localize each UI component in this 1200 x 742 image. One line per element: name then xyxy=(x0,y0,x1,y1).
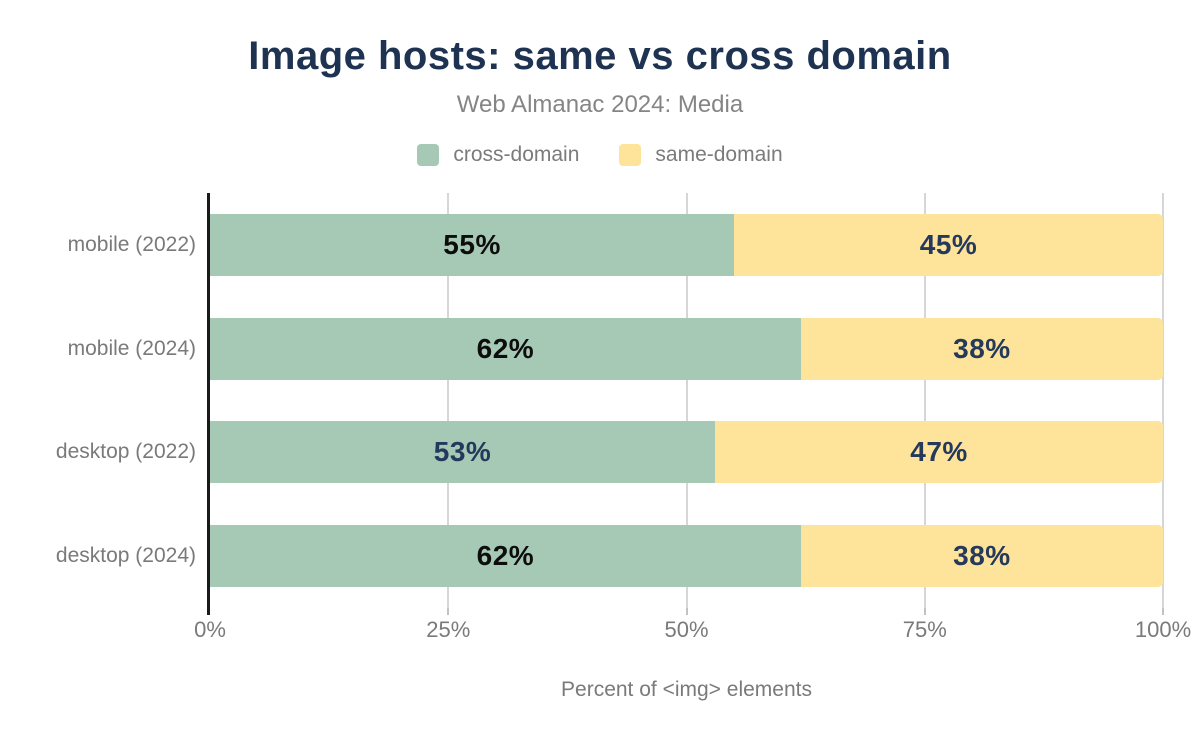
bar-segment-same-domain: 38% xyxy=(800,317,1163,380)
tick-label-25: 25% xyxy=(426,617,471,642)
tick-mark-100 xyxy=(1162,608,1164,615)
gridline-50 xyxy=(685,193,688,608)
legend: cross-domain same-domain xyxy=(0,143,1200,167)
category-label: mobile (2022) xyxy=(67,232,196,256)
legend-label-same-domain: same-domain xyxy=(655,143,783,166)
bar-segment-same-domain: 45% xyxy=(734,213,1163,276)
bar-row: 62% 38% xyxy=(210,297,1163,401)
gridline-100 xyxy=(1162,193,1164,608)
bar-segment-cross-domain: 53% xyxy=(210,421,716,484)
tick-label-100: 100% xyxy=(1134,617,1192,642)
bar-value-label: 53% xyxy=(433,436,492,468)
bar-row: 53% 47% xyxy=(210,401,1163,505)
bar-value-label: 47% xyxy=(910,436,968,468)
bar-segment-same-domain: 47% xyxy=(715,421,1163,484)
legend-item-same-domain: same-domain xyxy=(619,143,783,167)
bar-value-label: 62% xyxy=(476,332,535,364)
bar-rows: 55% 45% 62% 38% 53% 47% 62% 38% xyxy=(210,193,1163,608)
bar-segment-same-domain: 38% xyxy=(800,525,1163,588)
stacked-bar: 53% 47% xyxy=(210,421,1163,484)
tick-mark-50 xyxy=(685,608,688,615)
legend-swatch-same-domain xyxy=(619,144,642,166)
bar-segment-cross-domain: 55% xyxy=(210,213,735,276)
legend-swatch-cross-domain xyxy=(417,144,440,166)
bar-value-label: 45% xyxy=(919,228,978,260)
gridline-75 xyxy=(923,193,926,608)
stacked-bar: 62% 38% xyxy=(210,317,1163,380)
chart-subtitle: Web Almanac 2024: Media xyxy=(456,91,744,118)
bar-value-label: 38% xyxy=(953,332,1011,364)
category-label: desktop (2024) xyxy=(55,544,196,568)
category-label: mobile (2024) xyxy=(67,336,196,360)
tick-label-0: 0% xyxy=(194,617,226,642)
y-axis-line xyxy=(207,193,210,615)
legend-item-cross-domain: cross-domain xyxy=(417,143,579,167)
bar-value-label: 38% xyxy=(953,540,1011,572)
gridline-25 xyxy=(447,193,450,608)
bar-segment-cross-domain: 62% xyxy=(210,525,801,588)
stacked-bar: 62% 38% xyxy=(210,525,1163,588)
tick-label-50: 50% xyxy=(664,617,709,642)
bar-row: 62% 38% xyxy=(210,504,1163,608)
chart-title: Image hosts: same vs cross domain xyxy=(248,34,952,78)
bar-value-label: 62% xyxy=(476,540,535,572)
y-axis-labels: mobile (2022) mobile (2024) desktop (2022)… xyxy=(0,193,196,608)
x-axis-title: Percent of <img> elements xyxy=(561,678,812,701)
stacked-bar: 55% 45% xyxy=(210,213,1163,276)
tick-mark-75 xyxy=(923,608,926,615)
bar-value-label: 55% xyxy=(443,228,501,260)
bar-row: 55% 45% xyxy=(210,193,1163,297)
category-label: desktop (2022) xyxy=(55,440,196,464)
bar-segment-cross-domain: 62% xyxy=(210,317,801,380)
tick-mark-25 xyxy=(447,608,450,615)
legend-label-cross-domain: cross-domain xyxy=(453,143,580,166)
plot-area: 55% 45% 62% 38% 53% 47% 62% 38% 0% 25% 50% 75% 100% xyxy=(194,193,1191,642)
tick-label-75: 75% xyxy=(902,617,947,642)
